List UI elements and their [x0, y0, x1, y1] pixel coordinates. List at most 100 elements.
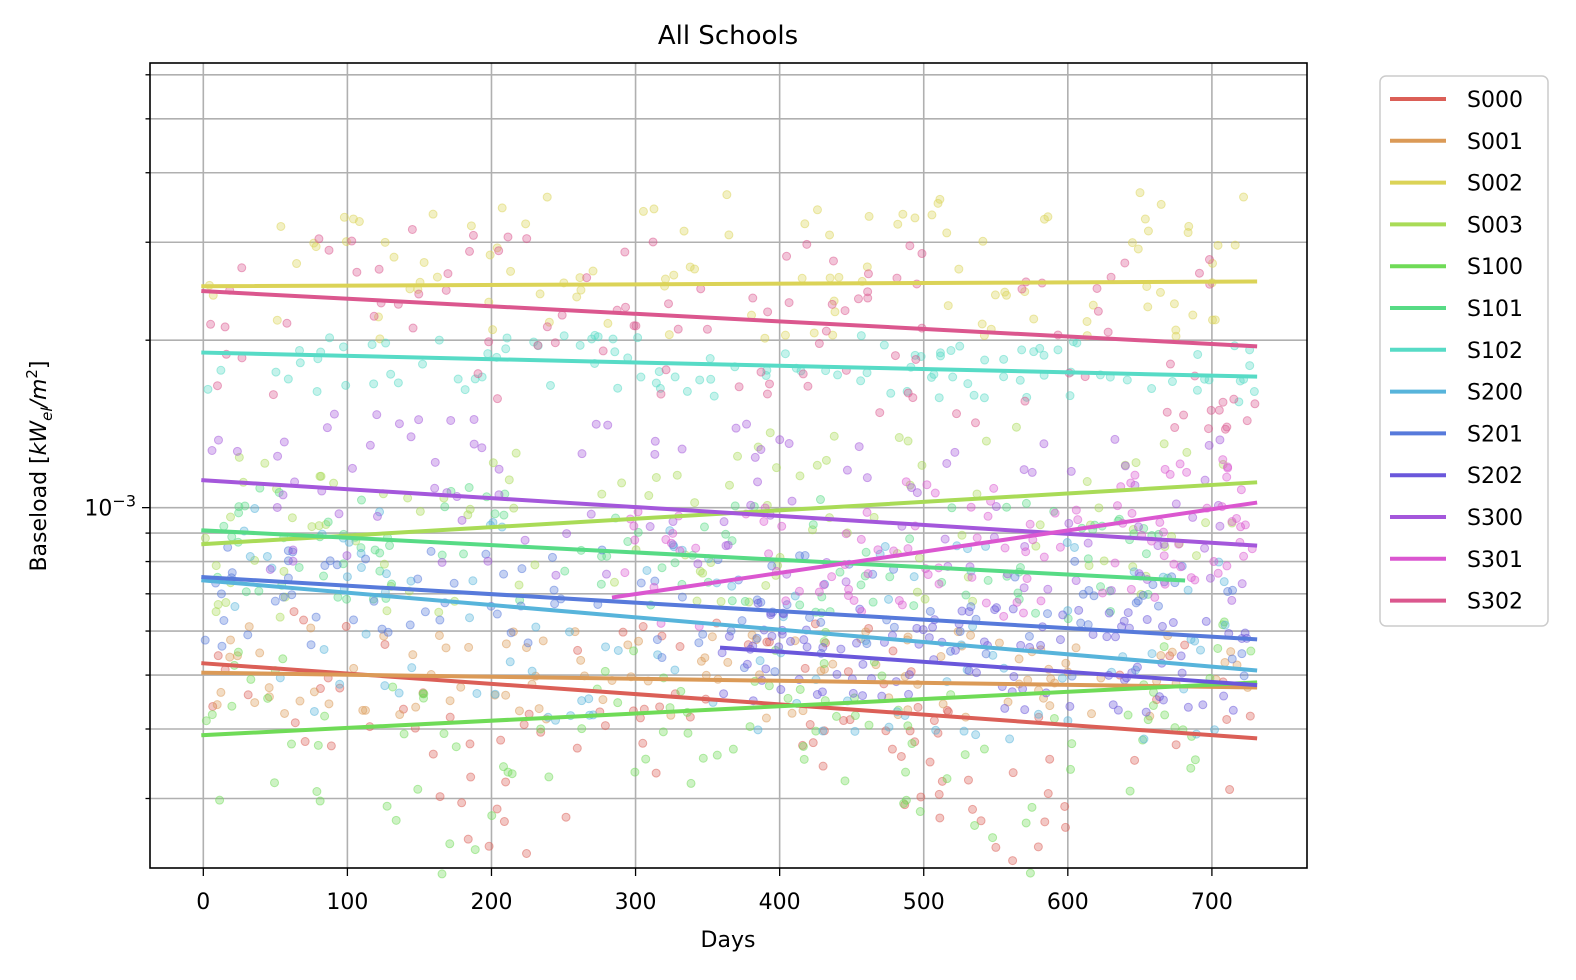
scatter-point — [825, 273, 835, 283]
scatter-point — [1035, 343, 1045, 353]
scatter-point — [319, 571, 329, 581]
legend-label: S003 — [1467, 213, 1523, 238]
scatter-point — [967, 572, 977, 582]
scatter-point — [1029, 314, 1039, 324]
scatter-point — [501, 639, 511, 649]
scatter-point — [1139, 523, 1149, 533]
scatter-point — [435, 792, 445, 802]
scatter-point — [207, 710, 217, 720]
scatter-point — [329, 409, 339, 419]
scatter-point — [909, 601, 919, 611]
scatter-point — [273, 451, 283, 461]
scatter-point — [538, 636, 548, 646]
scatter-point — [380, 681, 390, 691]
scatter-point — [278, 654, 288, 664]
scatter-point — [638, 622, 648, 632]
scatter-point — [861, 627, 871, 637]
scatter-point — [1133, 596, 1143, 606]
scatter-point — [821, 455, 831, 465]
scatter-point — [521, 219, 531, 229]
scatter-point — [1093, 306, 1103, 316]
scatter-point — [1156, 199, 1166, 209]
scatter-point — [776, 685, 786, 695]
scatter-point — [419, 257, 429, 267]
scatter-point — [943, 301, 953, 311]
scatter-point — [942, 458, 952, 468]
scatter-point — [1223, 586, 1233, 596]
scatter-point — [216, 589, 226, 599]
scatter-point — [835, 567, 845, 577]
scatter-point — [908, 393, 918, 403]
scatter-point — [875, 408, 885, 418]
scatter-point — [1060, 822, 1070, 832]
scatter-point — [929, 716, 939, 726]
scatter-point — [1071, 576, 1081, 586]
scatter-point — [1141, 549, 1151, 559]
scatter-point — [765, 428, 775, 438]
scatter-point — [966, 502, 976, 512]
scatter-point — [727, 596, 737, 606]
scatter-point — [1135, 188, 1145, 198]
legend-box — [1379, 75, 1549, 627]
scatter-point — [775, 435, 785, 445]
x-tick-label: 600 — [1047, 890, 1089, 915]
scatter-point — [821, 326, 831, 336]
scatter-point — [719, 689, 729, 699]
scatter-point — [432, 272, 442, 282]
scatter-point — [698, 753, 708, 763]
scatter-point — [584, 694, 594, 704]
scatter-point — [435, 615, 445, 625]
scatter-point — [620, 568, 630, 578]
scatter-point — [914, 553, 924, 563]
scatter-point — [506, 628, 516, 638]
scatter-point — [767, 631, 777, 641]
scatter-point — [457, 515, 467, 525]
scatter-point — [723, 657, 733, 667]
scatter-point — [1184, 221, 1194, 231]
scatter-point — [1171, 499, 1181, 509]
scatter-point — [1219, 691, 1229, 701]
scatter-point — [1213, 568, 1223, 578]
scatter-point — [812, 205, 822, 215]
scatter-point — [483, 556, 493, 566]
scatter-point — [1175, 459, 1185, 469]
scatter-point — [923, 570, 933, 580]
scatter-point — [764, 681, 774, 691]
scatter-point — [990, 290, 1000, 300]
scatter-point — [490, 689, 500, 699]
scatter-point — [1106, 585, 1116, 595]
scatter-point — [206, 319, 216, 329]
scatter-point — [907, 483, 917, 493]
scatter-point — [894, 433, 904, 443]
scatter-point — [694, 638, 704, 648]
scatter-point — [850, 726, 860, 736]
scatter-point — [1015, 375, 1025, 385]
legend-label: S001 — [1467, 130, 1523, 155]
scatter-point — [459, 549, 469, 559]
scatter-point — [650, 436, 660, 446]
scatter-point — [502, 333, 512, 343]
scatter-point — [1070, 556, 1080, 566]
scatter-point — [1227, 517, 1237, 527]
scatter-point — [324, 245, 334, 255]
legend-label: S002 — [1467, 172, 1523, 197]
scatter-point — [799, 754, 809, 764]
scatter-point — [388, 682, 398, 692]
scatter-point — [853, 294, 863, 304]
scatter-point — [762, 389, 772, 399]
scatter-point — [966, 630, 976, 640]
scatter-point — [465, 246, 475, 256]
scatter-point — [912, 587, 922, 597]
scatter-point — [952, 409, 962, 419]
scatter-point — [313, 740, 323, 750]
scatter-point — [764, 549, 774, 559]
scatter-point — [1129, 567, 1139, 577]
scatter-point — [1209, 557, 1219, 567]
scatter-point — [759, 516, 769, 526]
scatter-point — [527, 666, 537, 676]
scatter-point — [394, 688, 404, 698]
scatter-point — [651, 768, 661, 778]
scatter-point — [1159, 551, 1169, 561]
scatter-point — [1232, 513, 1242, 523]
scatter-point — [651, 472, 661, 482]
